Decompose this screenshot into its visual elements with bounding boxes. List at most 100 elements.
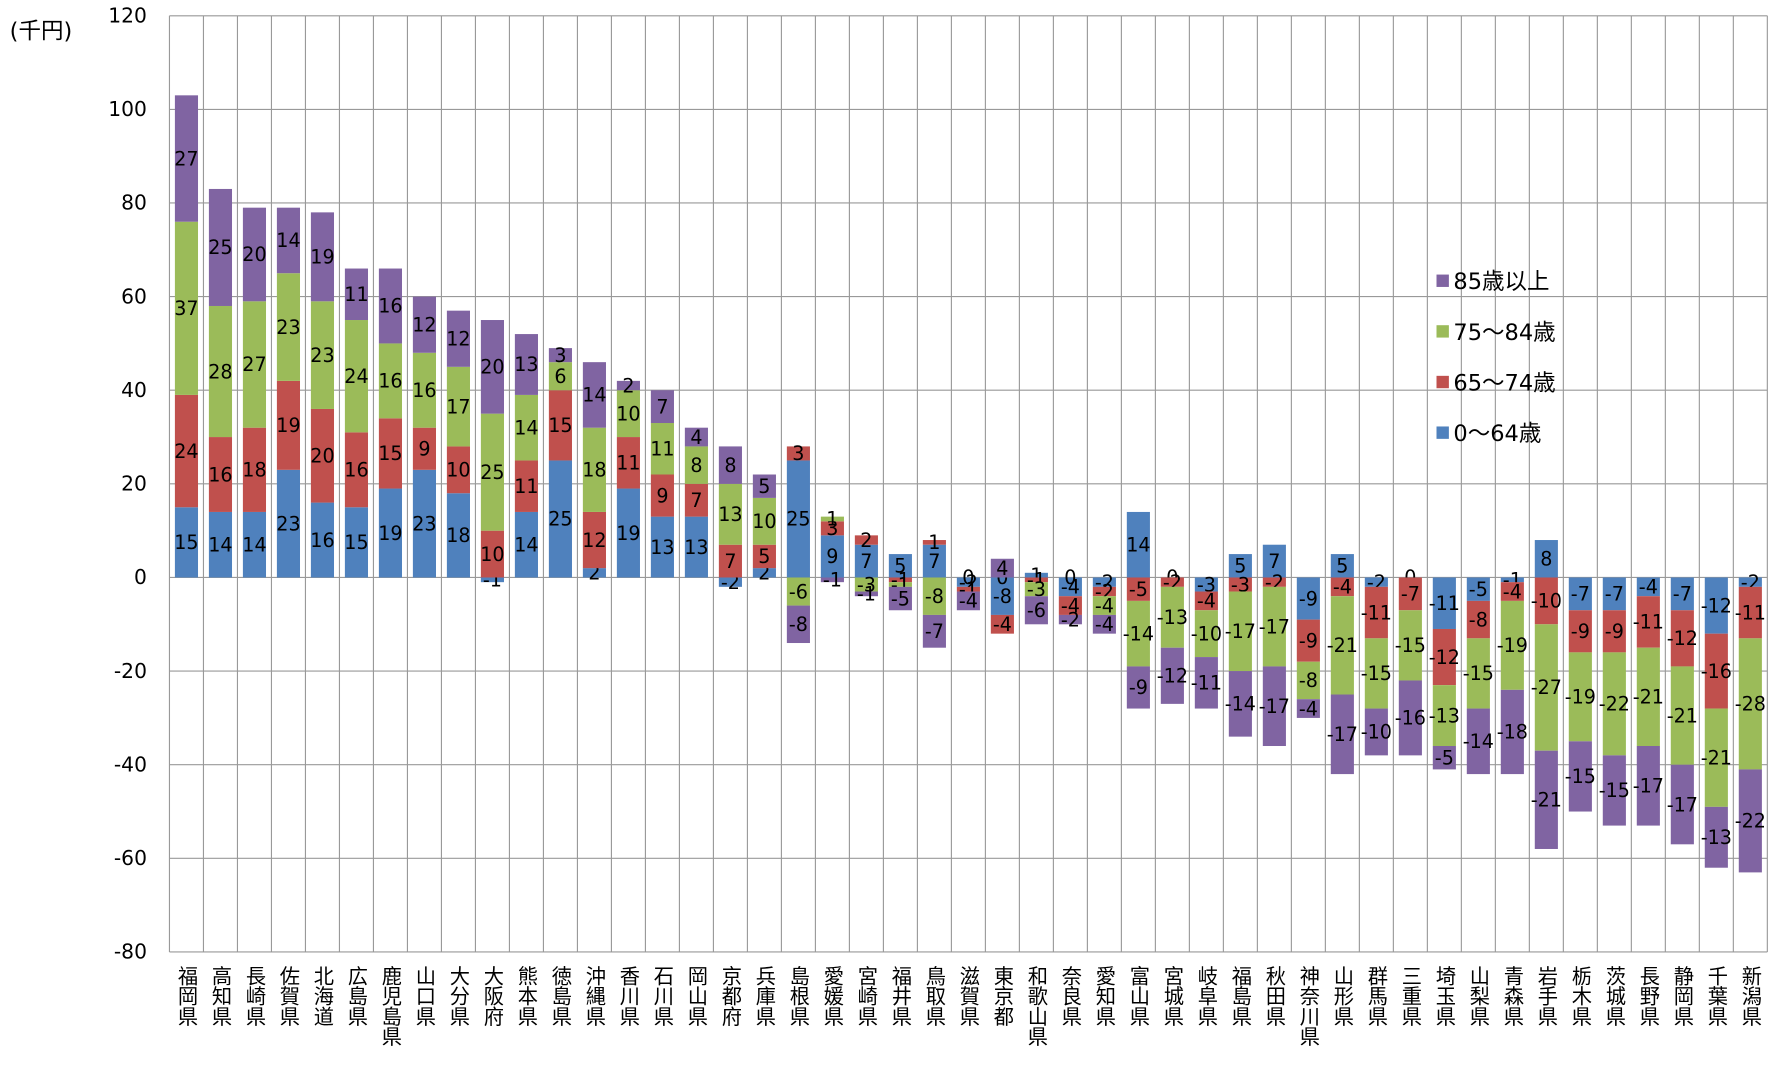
data-label: -21 — [1327, 634, 1358, 657]
data-label: 14 — [208, 533, 232, 556]
bar-segment — [650, 516, 674, 578]
bar-segment — [820, 577, 844, 583]
data-label: 13 — [684, 536, 708, 559]
data-label: -11 — [1429, 592, 1460, 615]
bar-segment — [684, 483, 708, 517]
legend-swatch — [1436, 375, 1449, 389]
x-tick-label: 大分県 — [446, 965, 470, 1026]
data-label: -5 — [1129, 578, 1148, 601]
bar-segment — [1534, 577, 1558, 625]
bar-segment — [922, 540, 946, 545]
data-label: -4 — [1095, 613, 1114, 636]
data-label: 19 — [310, 246, 334, 269]
bar-segment — [242, 207, 267, 302]
data-label: -4 — [1299, 697, 1318, 720]
data-label: -17 — [1633, 775, 1664, 798]
bar-segment — [344, 320, 369, 433]
bar-segment — [1092, 614, 1116, 634]
data-label: 15 — [174, 531, 198, 554]
data-label: 11 — [650, 438, 674, 461]
data-label: 18 — [446, 524, 470, 547]
bar-segment — [786, 460, 810, 578]
bar-segment — [276, 469, 301, 578]
data-label: -4 — [1333, 576, 1352, 599]
data-label: 25 — [548, 508, 572, 531]
data-label: 7 — [656, 395, 668, 418]
data-label: 7 — [690, 489, 702, 512]
bar-segment — [1704, 633, 1728, 709]
bar-segment — [650, 474, 674, 517]
data-label: -11 — [1735, 601, 1766, 624]
bar-segment — [208, 188, 233, 306]
bar-segment — [208, 511, 233, 578]
bar-segment — [1738, 577, 1762, 587]
bar-segment — [276, 273, 301, 381]
data-label: 3 — [826, 517, 838, 540]
bar-segment — [1670, 610, 1694, 667]
bar-segment — [1058, 596, 1082, 615]
data-label: -1 — [823, 569, 842, 592]
x-tick-label: 新潟県 — [1738, 965, 1762, 1026]
bar-segment — [820, 535, 844, 578]
x-tick-label: 和歌山県 — [1024, 965, 1048, 1046]
data-label: -6 — [1027, 599, 1046, 622]
bar-segment — [1670, 577, 1694, 611]
data-label: -17 — [1327, 723, 1358, 746]
bar-segment — [1024, 572, 1048, 578]
data-label: -4 — [993, 613, 1012, 636]
data-label: -28 — [1735, 693, 1766, 716]
data-label: 14 — [514, 533, 538, 556]
data-label: -21 — [1633, 686, 1664, 709]
bar-segment — [786, 605, 810, 644]
data-label: 6 — [554, 365, 566, 388]
bar-segment — [174, 507, 199, 578]
data-label: 14 — [514, 416, 538, 439]
x-tick-label: 島根県 — [786, 965, 810, 1026]
y-tick-label: 60 — [121, 284, 147, 308]
legend-swatch — [1436, 426, 1449, 439]
x-tick-label: 佐賀県 — [276, 965, 300, 1026]
data-label: -16 — [1701, 660, 1732, 683]
x-tick-label: 岐阜県 — [1194, 965, 1218, 1026]
data-label: -14 — [1463, 730, 1494, 753]
bar-segment — [752, 544, 776, 569]
bar-segment — [650, 390, 674, 424]
bar-segment — [1364, 708, 1388, 756]
bar-segment — [1602, 652, 1626, 756]
data-label: -4 — [1095, 594, 1114, 617]
bar-segment — [1500, 600, 1524, 690]
bar-segment — [480, 530, 504, 578]
x-tick-label: 愛媛県 — [820, 965, 844, 1026]
bar-segment — [208, 305, 233, 438]
data-label: -17 — [1259, 695, 1290, 718]
data-label: -9 — [1129, 676, 1148, 699]
bar-segment — [1568, 652, 1592, 742]
data-label: 12 — [446, 328, 470, 351]
x-tick-label: 長崎県 — [242, 965, 266, 1026]
data-label: -18 — [1497, 721, 1528, 744]
bar-segment — [480, 320, 504, 414]
bar-segment — [1704, 708, 1728, 807]
bar-segment — [922, 544, 946, 578]
bar-segment — [1194, 577, 1218, 592]
data-label: -14 — [1123, 622, 1154, 645]
data-label: 10 — [480, 543, 504, 566]
x-tick-label: 石川県 — [650, 965, 674, 1026]
data-label: 11 — [514, 475, 538, 498]
data-label: 7 — [724, 550, 736, 573]
bar-segment — [1364, 586, 1388, 639]
bar-segment — [956, 591, 980, 611]
bar-segment — [1262, 577, 1286, 587]
bar-segment — [310, 212, 335, 302]
legend-label: 85歳以上 — [1453, 269, 1549, 295]
data-label: 19 — [276, 414, 300, 437]
x-tick-label: 北海道 — [310, 965, 334, 1026]
bar-segment — [582, 511, 606, 569]
x-tick-label: 高知県 — [208, 965, 232, 1026]
bar-segment — [786, 577, 810, 606]
bar-segment — [1194, 657, 1218, 709]
bar-segment — [480, 413, 504, 531]
data-label: 9 — [656, 484, 668, 507]
bar-segment — [378, 268, 403, 344]
bar-segment — [1330, 577, 1354, 597]
